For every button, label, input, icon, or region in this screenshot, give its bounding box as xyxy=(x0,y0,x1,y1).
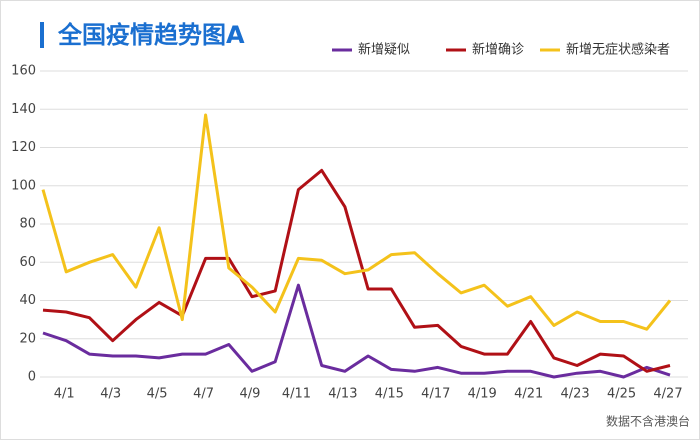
x-tick-label: 4/27 xyxy=(653,387,682,402)
legend-label: 新增确诊 xyxy=(472,42,524,58)
legend-label: 新增无症状感染者 xyxy=(566,42,670,58)
note: 数据不含港澳台 xyxy=(606,414,690,429)
x-tick-label: 4/17 xyxy=(421,387,450,402)
y-tick-label: 160 xyxy=(11,64,36,79)
y-tick-label: 100 xyxy=(11,178,36,193)
y-tick-label: 80 xyxy=(19,217,36,232)
x-tick-label: 4/19 xyxy=(468,387,497,402)
x-tick-label: 4/1 xyxy=(54,387,75,402)
series-line xyxy=(42,168,671,373)
x-tick-label: 4/13 xyxy=(328,387,357,402)
y-tick-label: 0 xyxy=(28,370,36,385)
series-line xyxy=(42,283,671,379)
title-marker xyxy=(40,22,44,48)
x-tick-label: 4/15 xyxy=(375,387,404,402)
y-tick-label: 60 xyxy=(19,255,36,270)
y-tick-label: 40 xyxy=(19,293,36,308)
x-tick-label: 4/7 xyxy=(193,387,214,402)
x-tick-label: 4/11 xyxy=(282,387,311,402)
legend-label: 新增疑似 xyxy=(358,42,410,58)
x-tick-label: 4/23 xyxy=(561,387,590,402)
x-tick-label: 4/25 xyxy=(607,387,636,402)
y-tick-label: 140 xyxy=(11,102,36,117)
x-tick-label: 4/3 xyxy=(100,387,121,402)
y-tick-label: 20 xyxy=(19,331,36,346)
x-tick-label: 4/9 xyxy=(240,387,261,402)
y-tick-label: 120 xyxy=(11,140,36,155)
chart-title: 全国疫情趋势图A xyxy=(57,21,245,49)
series-line xyxy=(41,113,672,331)
x-tick-label: 4/5 xyxy=(147,387,168,402)
x-tick-label: 4/21 xyxy=(514,387,543,402)
